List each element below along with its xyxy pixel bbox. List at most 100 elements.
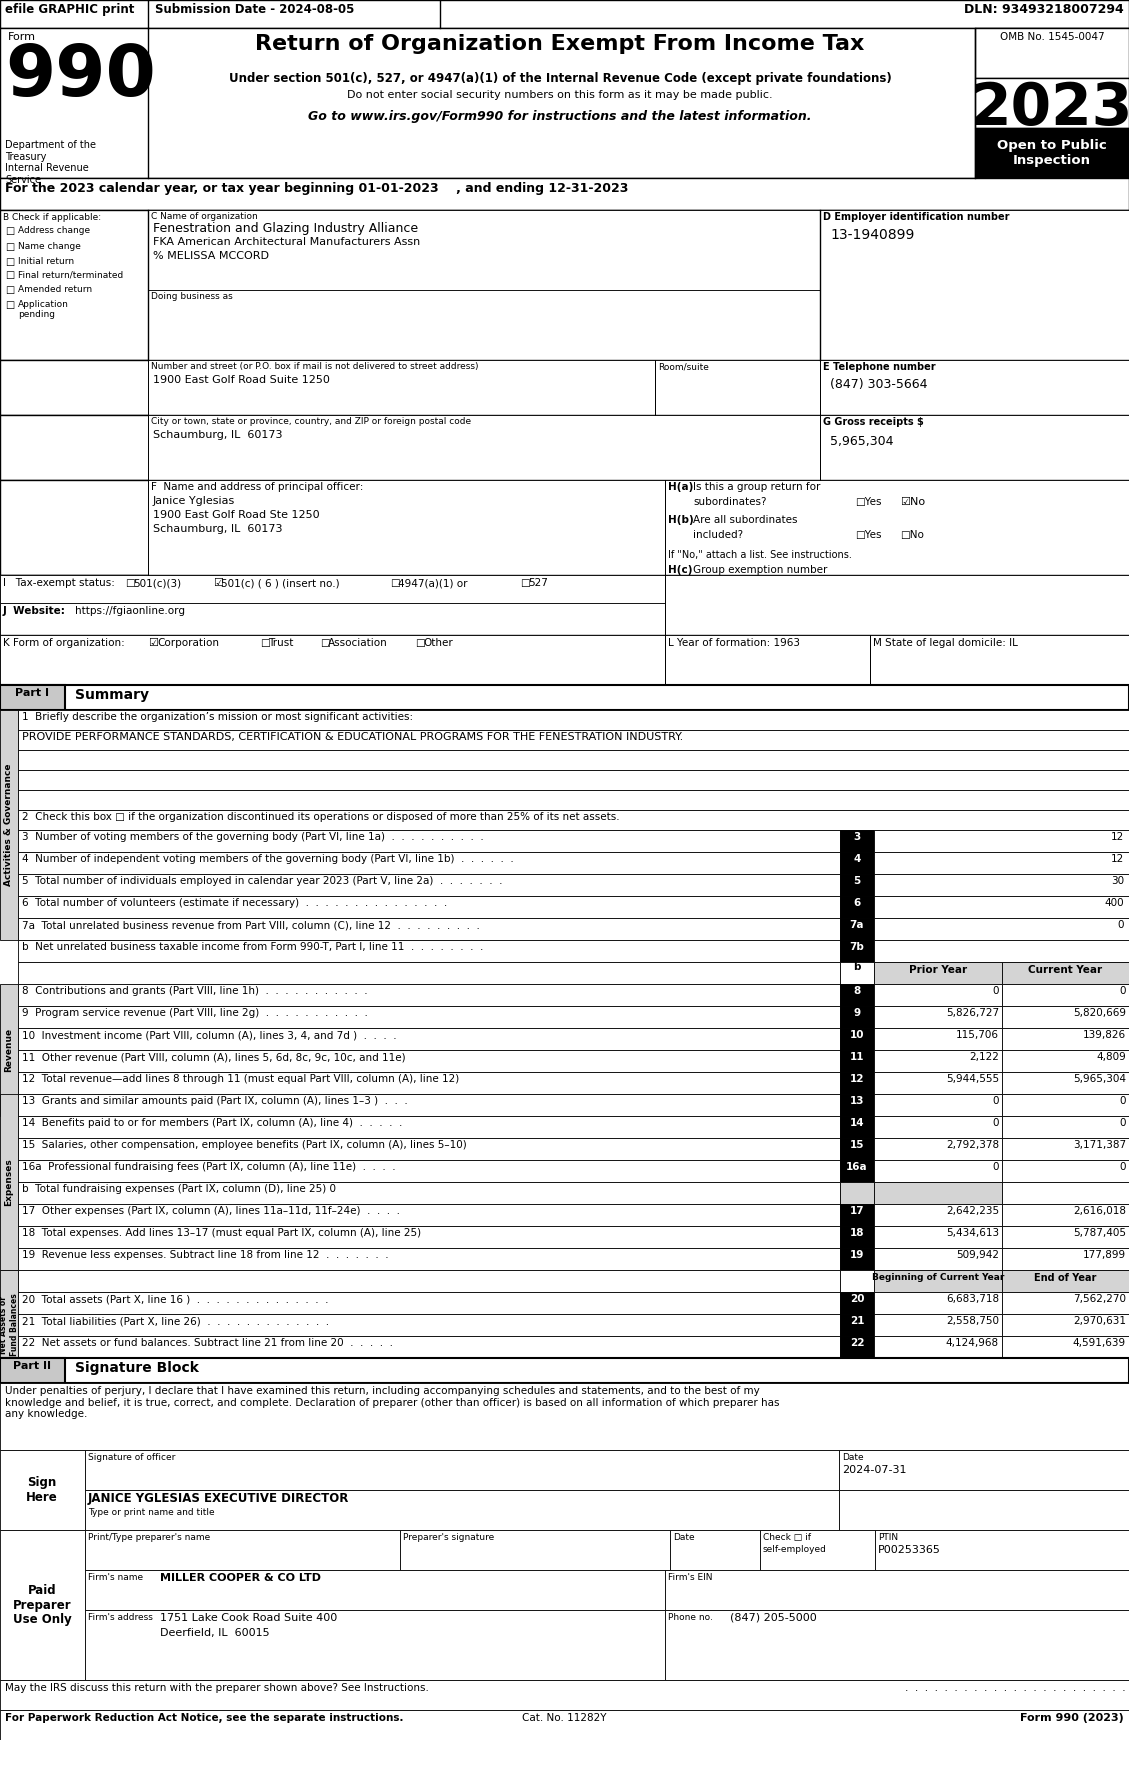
Text: 0: 0 [1120,1118,1126,1128]
Text: 20  Total assets (Part X, line 16 )  .  .  .  .  .  .  .  .  .  .  .  .  .  .: 20 Total assets (Part X, line 16 ) . . .… [21,1294,329,1303]
Bar [18,1181,840,1204]
Text: Fenestration and Glazing Industry Alliance: Fenestration and Glazing Industry Allian… [154,223,418,235]
Text: 115,706: 115,706 [956,1030,999,1040]
Bar [874,830,1129,851]
Text: 0: 0 [992,1162,999,1173]
Bar [1003,1007,1129,1028]
Text: subordinates?: subordinates? [693,496,767,507]
Bar [0,984,18,1116]
Bar [874,1249,1003,1270]
Text: 22  Net assets or fund balances. Subtract line 21 from line 20  .  .  .  .  .: 22 Net assets or fund balances. Subtract… [21,1339,393,1347]
Text: Is this a group return for: Is this a group return for [693,482,821,493]
Text: B Check if applicable:: B Check if applicable: [3,214,102,223]
Bar [1003,1160,1129,1181]
Text: Print/Type preparer's name: Print/Type preparer's name [88,1533,210,1542]
Bar [839,1450,1129,1491]
Bar [1003,1226,1129,1249]
Bar [18,1270,840,1293]
Text: Activities & Governance: Activities & Governance [5,763,14,887]
Bar [1003,1204,1129,1226]
Text: □: □ [5,270,15,281]
Bar [874,1226,1003,1249]
Text: Preparer's signature: Preparer's signature [403,1533,495,1542]
Text: J  Website:: J Website: [3,606,65,616]
Text: 1  Briefly describe the organization’s mission or most significant activities:: 1 Briefly describe the organization’s mi… [21,712,413,722]
Bar [820,210,1129,360]
Text: Date: Date [673,1533,694,1542]
Bar [655,360,820,415]
Bar [85,1491,839,1529]
Bar [840,1007,874,1028]
Bar [665,1570,1129,1611]
Bar [148,480,665,576]
Bar [760,1529,875,1570]
Text: 16a: 16a [847,1162,868,1173]
Bar [18,1160,840,1181]
Text: 20: 20 [850,1294,865,1303]
Text: b  Net unrelated business taxable income from Form 990-T, Part I, line 11  .  . : b Net unrelated business taxable income … [21,941,483,952]
Bar [18,874,840,895]
Bar [18,751,1129,770]
Bar [874,1314,1003,1337]
Text: https://fgiaonline.org: https://fgiaonline.org [75,606,185,616]
Text: 1751 Lake Cook Road Suite 400: 1751 Lake Cook Road Suite 400 [160,1612,338,1623]
Text: 2023: 2023 [971,79,1129,138]
Bar [18,1226,840,1249]
Text: 8: 8 [854,985,860,996]
Text: Do not enter social security numbers on this form as it may be made public.: Do not enter social security numbers on … [348,90,773,101]
Text: H(b): H(b) [668,516,693,525]
Text: JANICE YGLESIAS EXECUTIVE DIRECTOR: JANICE YGLESIAS EXECUTIVE DIRECTOR [88,1492,349,1505]
Text: Department of the
Treasury
Internal Revenue
Service: Department of the Treasury Internal Reve… [5,140,96,185]
Text: 501(c) ( 6 ) (insert no.): 501(c) ( 6 ) (insert no.) [221,577,340,588]
Text: □: □ [520,577,530,588]
Text: 22: 22 [850,1339,865,1347]
Text: 0: 0 [992,985,999,996]
Bar [1003,1093,1129,1116]
Bar [1003,1051,1129,1072]
Text: 4,809: 4,809 [1096,1053,1126,1061]
Bar [840,1160,874,1181]
Bar [874,1293,1003,1314]
Text: K Form of organization:: K Form of organization: [3,638,124,648]
Bar [874,874,1129,895]
Text: 7,562,270: 7,562,270 [1073,1294,1126,1303]
Text: 4947(a)(1) or: 4947(a)(1) or [399,577,467,588]
Bar [874,1093,1003,1116]
Text: 12  Total revenue—add lines 8 through 11 (must equal Part VIII, column (A), line: 12 Total revenue—add lines 8 through 11 … [21,1074,460,1084]
Bar [840,984,874,1007]
Bar [874,1270,1003,1293]
Text: 11: 11 [850,1053,865,1061]
Text: 6  Total number of volunteers (estimate if necessary)  .  .  .  .  .  .  .  .  .: 6 Total number of volunteers (estimate i… [21,897,447,908]
Bar [840,1204,874,1226]
Bar [874,1051,1003,1072]
Text: 4: 4 [854,855,860,864]
Bar [840,1137,874,1160]
Text: Deerfield, IL  60015: Deerfield, IL 60015 [160,1628,270,1639]
Text: For the 2023 calendar year, or tax year beginning 01-01-2023    , and ending 12-: For the 2023 calendar year, or tax year … [5,182,629,194]
Text: City or town, state or province, country, and ZIP or foreign postal code: City or town, state or province, country… [151,417,471,426]
Bar [18,729,1129,751]
Text: Check □ if: Check □ if [763,1533,811,1542]
Text: 990: 990 [5,42,156,111]
Text: Are all subordinates: Are all subordinates [693,516,797,525]
Bar [665,1611,1129,1679]
Text: 139,826: 139,826 [1083,1030,1126,1040]
Bar [874,1337,1003,1358]
Bar [18,789,1129,811]
Bar [874,1204,1003,1226]
Text: 18: 18 [850,1227,865,1238]
Bar [874,1181,1003,1204]
Text: 14: 14 [850,1118,865,1128]
Text: 0: 0 [992,1097,999,1106]
Text: 2,558,750: 2,558,750 [946,1316,999,1326]
Text: Beginning of Current Year: Beginning of Current Year [872,1273,1004,1282]
Text: 14  Benefits paid to or for members (Part IX, column (A), line 4)  .  .  .  .  .: 14 Benefits paid to or for members (Part… [21,1118,402,1128]
Text: □: □ [5,242,15,253]
Bar [148,290,820,360]
Bar [148,210,820,290]
Text: 8  Contributions and grants (Part VIII, line 1h)  .  .  .  .  .  .  .  .  .  .  : 8 Contributions and grants (Part VIII, l… [21,985,368,996]
Bar [1003,1028,1129,1051]
Text: 4,591,639: 4,591,639 [1073,1339,1126,1347]
Bar [840,1051,874,1072]
Bar [18,1072,840,1093]
